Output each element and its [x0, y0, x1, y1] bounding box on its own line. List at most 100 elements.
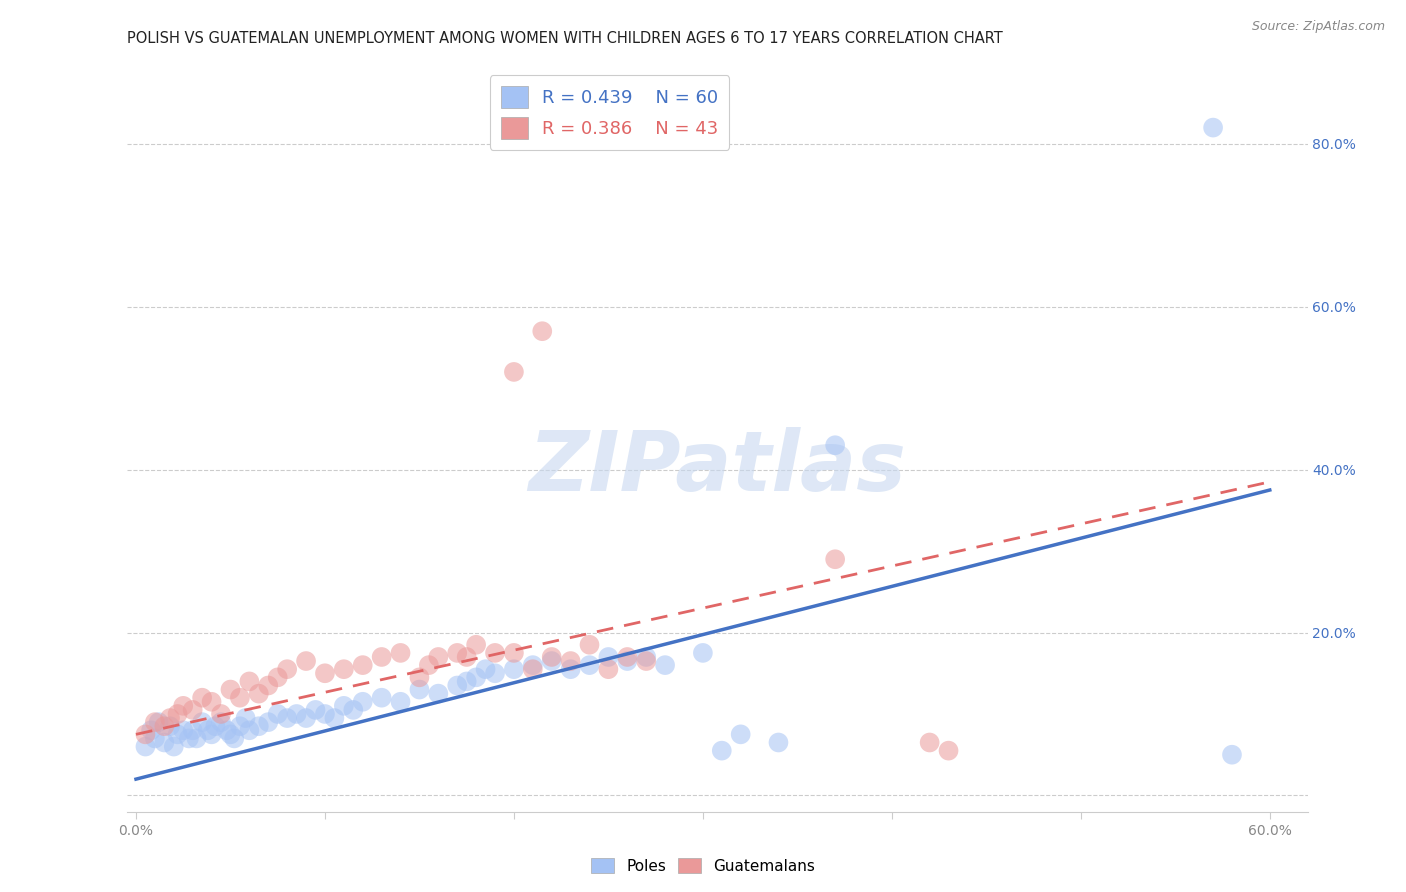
Point [209, 715, 232, 730]
Point [134, 727, 156, 741]
Point [446, 646, 468, 660]
Point [710, 744, 733, 758]
Point [197, 723, 219, 738]
Point [598, 662, 620, 676]
Text: Source: ZipAtlas.com: Source: ZipAtlas.com [1251, 20, 1385, 33]
Point [200, 727, 222, 741]
Point [229, 690, 252, 705]
Point [304, 703, 326, 717]
Point [484, 646, 506, 660]
Point [219, 727, 242, 741]
Point [456, 650, 478, 665]
Point [560, 662, 582, 676]
Point [636, 650, 658, 665]
Point [191, 690, 214, 705]
Point [238, 674, 260, 689]
Point [314, 706, 336, 721]
Point [342, 703, 364, 717]
Point [636, 654, 658, 668]
Point [540, 654, 562, 668]
Point [285, 706, 308, 721]
Point [389, 695, 412, 709]
Point [824, 438, 846, 452]
Point [598, 650, 620, 665]
Point [314, 666, 336, 681]
Point [503, 662, 526, 676]
Point [370, 650, 392, 665]
Point [143, 715, 166, 730]
Point [323, 711, 346, 725]
Point [172, 698, 194, 713]
Point [456, 674, 478, 689]
Point [389, 646, 412, 660]
Point [186, 731, 208, 746]
Point [352, 658, 374, 673]
Point [148, 715, 170, 730]
Point [408, 670, 430, 684]
Point [238, 723, 260, 738]
Point [427, 650, 450, 665]
Point [276, 711, 298, 725]
Point [181, 703, 204, 717]
Point [918, 735, 941, 749]
Point [333, 662, 356, 676]
Point [215, 723, 238, 738]
Point [209, 706, 232, 721]
Legend: R = 0.439    N = 60, R = 0.386    N = 43: R = 0.439 N = 60, R = 0.386 N = 43 [489, 75, 730, 150]
Point [503, 365, 526, 379]
Point [578, 658, 600, 673]
Point [159, 719, 181, 733]
Point [465, 670, 488, 684]
Point [181, 723, 204, 738]
Point [408, 682, 430, 697]
Point [200, 695, 222, 709]
Point [267, 670, 290, 684]
Point [166, 727, 188, 741]
Point [352, 695, 374, 709]
Point [333, 698, 356, 713]
Point [938, 744, 960, 758]
Point [730, 727, 752, 741]
Point [177, 731, 200, 746]
Point [134, 739, 156, 754]
Point [465, 638, 488, 652]
Point [560, 654, 582, 668]
Point [219, 682, 242, 697]
Point [616, 650, 638, 665]
Point [166, 706, 188, 721]
Point [295, 654, 318, 668]
Point [257, 678, 280, 692]
Point [418, 658, 440, 673]
Point [1202, 120, 1225, 135]
Point [503, 646, 526, 660]
Point [143, 731, 166, 746]
Point [522, 658, 544, 673]
Point [172, 723, 194, 738]
Point [204, 719, 226, 733]
Point [578, 638, 600, 652]
Point [191, 715, 214, 730]
Point [654, 658, 676, 673]
Point [153, 719, 176, 733]
Point [153, 735, 176, 749]
Point [267, 706, 290, 721]
Point [139, 723, 162, 738]
Point [235, 711, 257, 725]
Point [692, 646, 714, 660]
Point [484, 666, 506, 681]
Point [229, 719, 252, 733]
Point [224, 731, 246, 746]
Point [522, 662, 544, 676]
Point [540, 650, 562, 665]
Point [163, 739, 186, 754]
Point [824, 552, 846, 566]
Point [1220, 747, 1243, 762]
Text: POLISH VS GUATEMALAN UNEMPLOYMENT AMONG WOMEN WITH CHILDREN AGES 6 TO 17 YEARS C: POLISH VS GUATEMALAN UNEMPLOYMENT AMONG … [127, 31, 1002, 46]
Point [446, 678, 468, 692]
Legend: Poles, Guatemalans: Poles, Guatemalans [585, 852, 821, 880]
Point [257, 715, 280, 730]
Point [276, 662, 298, 676]
Point [427, 687, 450, 701]
Point [768, 735, 790, 749]
Point [247, 687, 270, 701]
